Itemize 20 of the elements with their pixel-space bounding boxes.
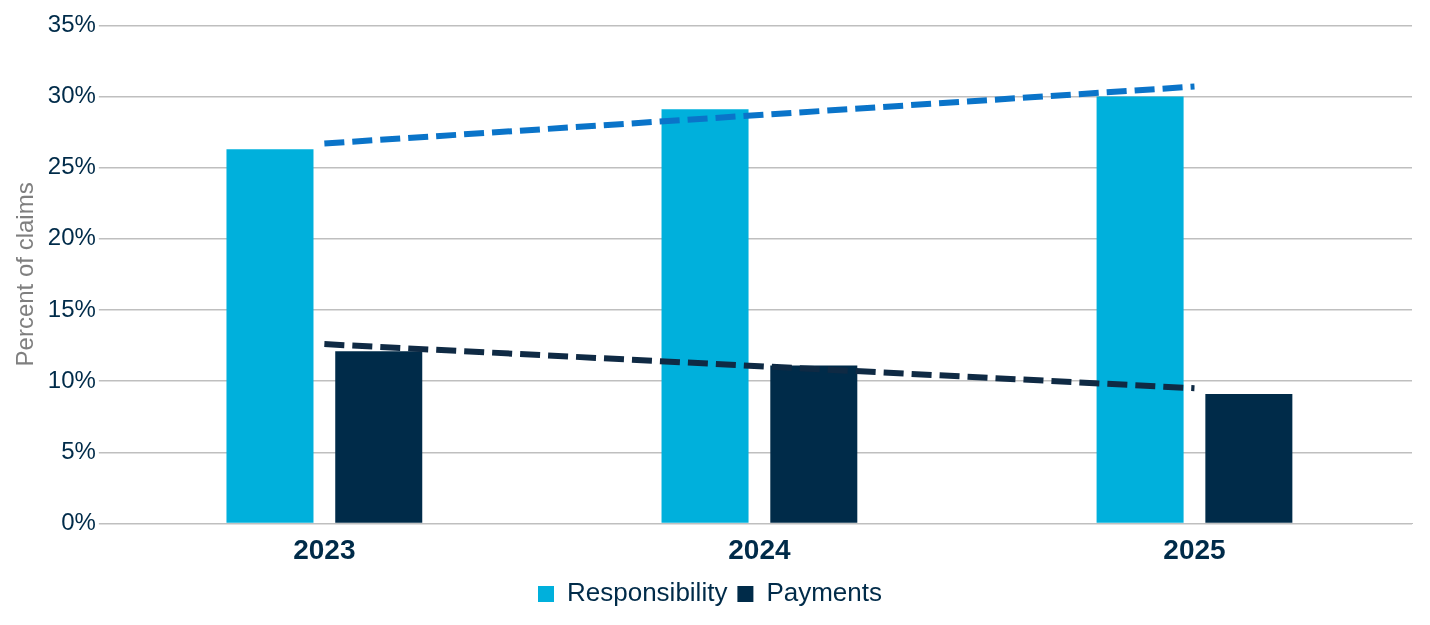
y-tick-label: 5%: [61, 436, 96, 464]
x-tick-label: 2024: [728, 533, 791, 565]
bar: [661, 109, 749, 523]
y-tick-label: 10%: [47, 365, 96, 393]
legend-label: Responsibility: [567, 577, 728, 608]
y-tick-label: 15%: [47, 294, 96, 322]
y-tick-label: 35%: [47, 10, 96, 38]
bar: [226, 149, 314, 523]
bar: [1096, 96, 1184, 523]
y-tick-label: 25%: [47, 152, 96, 180]
bar: [770, 365, 858, 523]
legend-label: Payments: [766, 577, 883, 608]
y-axis-title: Percent of claims: [11, 182, 39, 367]
y-tick-label: 20%: [47, 223, 96, 251]
bar: [335, 351, 423, 523]
y-tick-label: 30%: [47, 81, 96, 109]
y-tick-label: 0%: [61, 508, 96, 536]
x-tick-label: 2023: [293, 533, 356, 565]
bar: [1205, 393, 1293, 523]
x-tick-label: 2025: [1163, 533, 1226, 565]
